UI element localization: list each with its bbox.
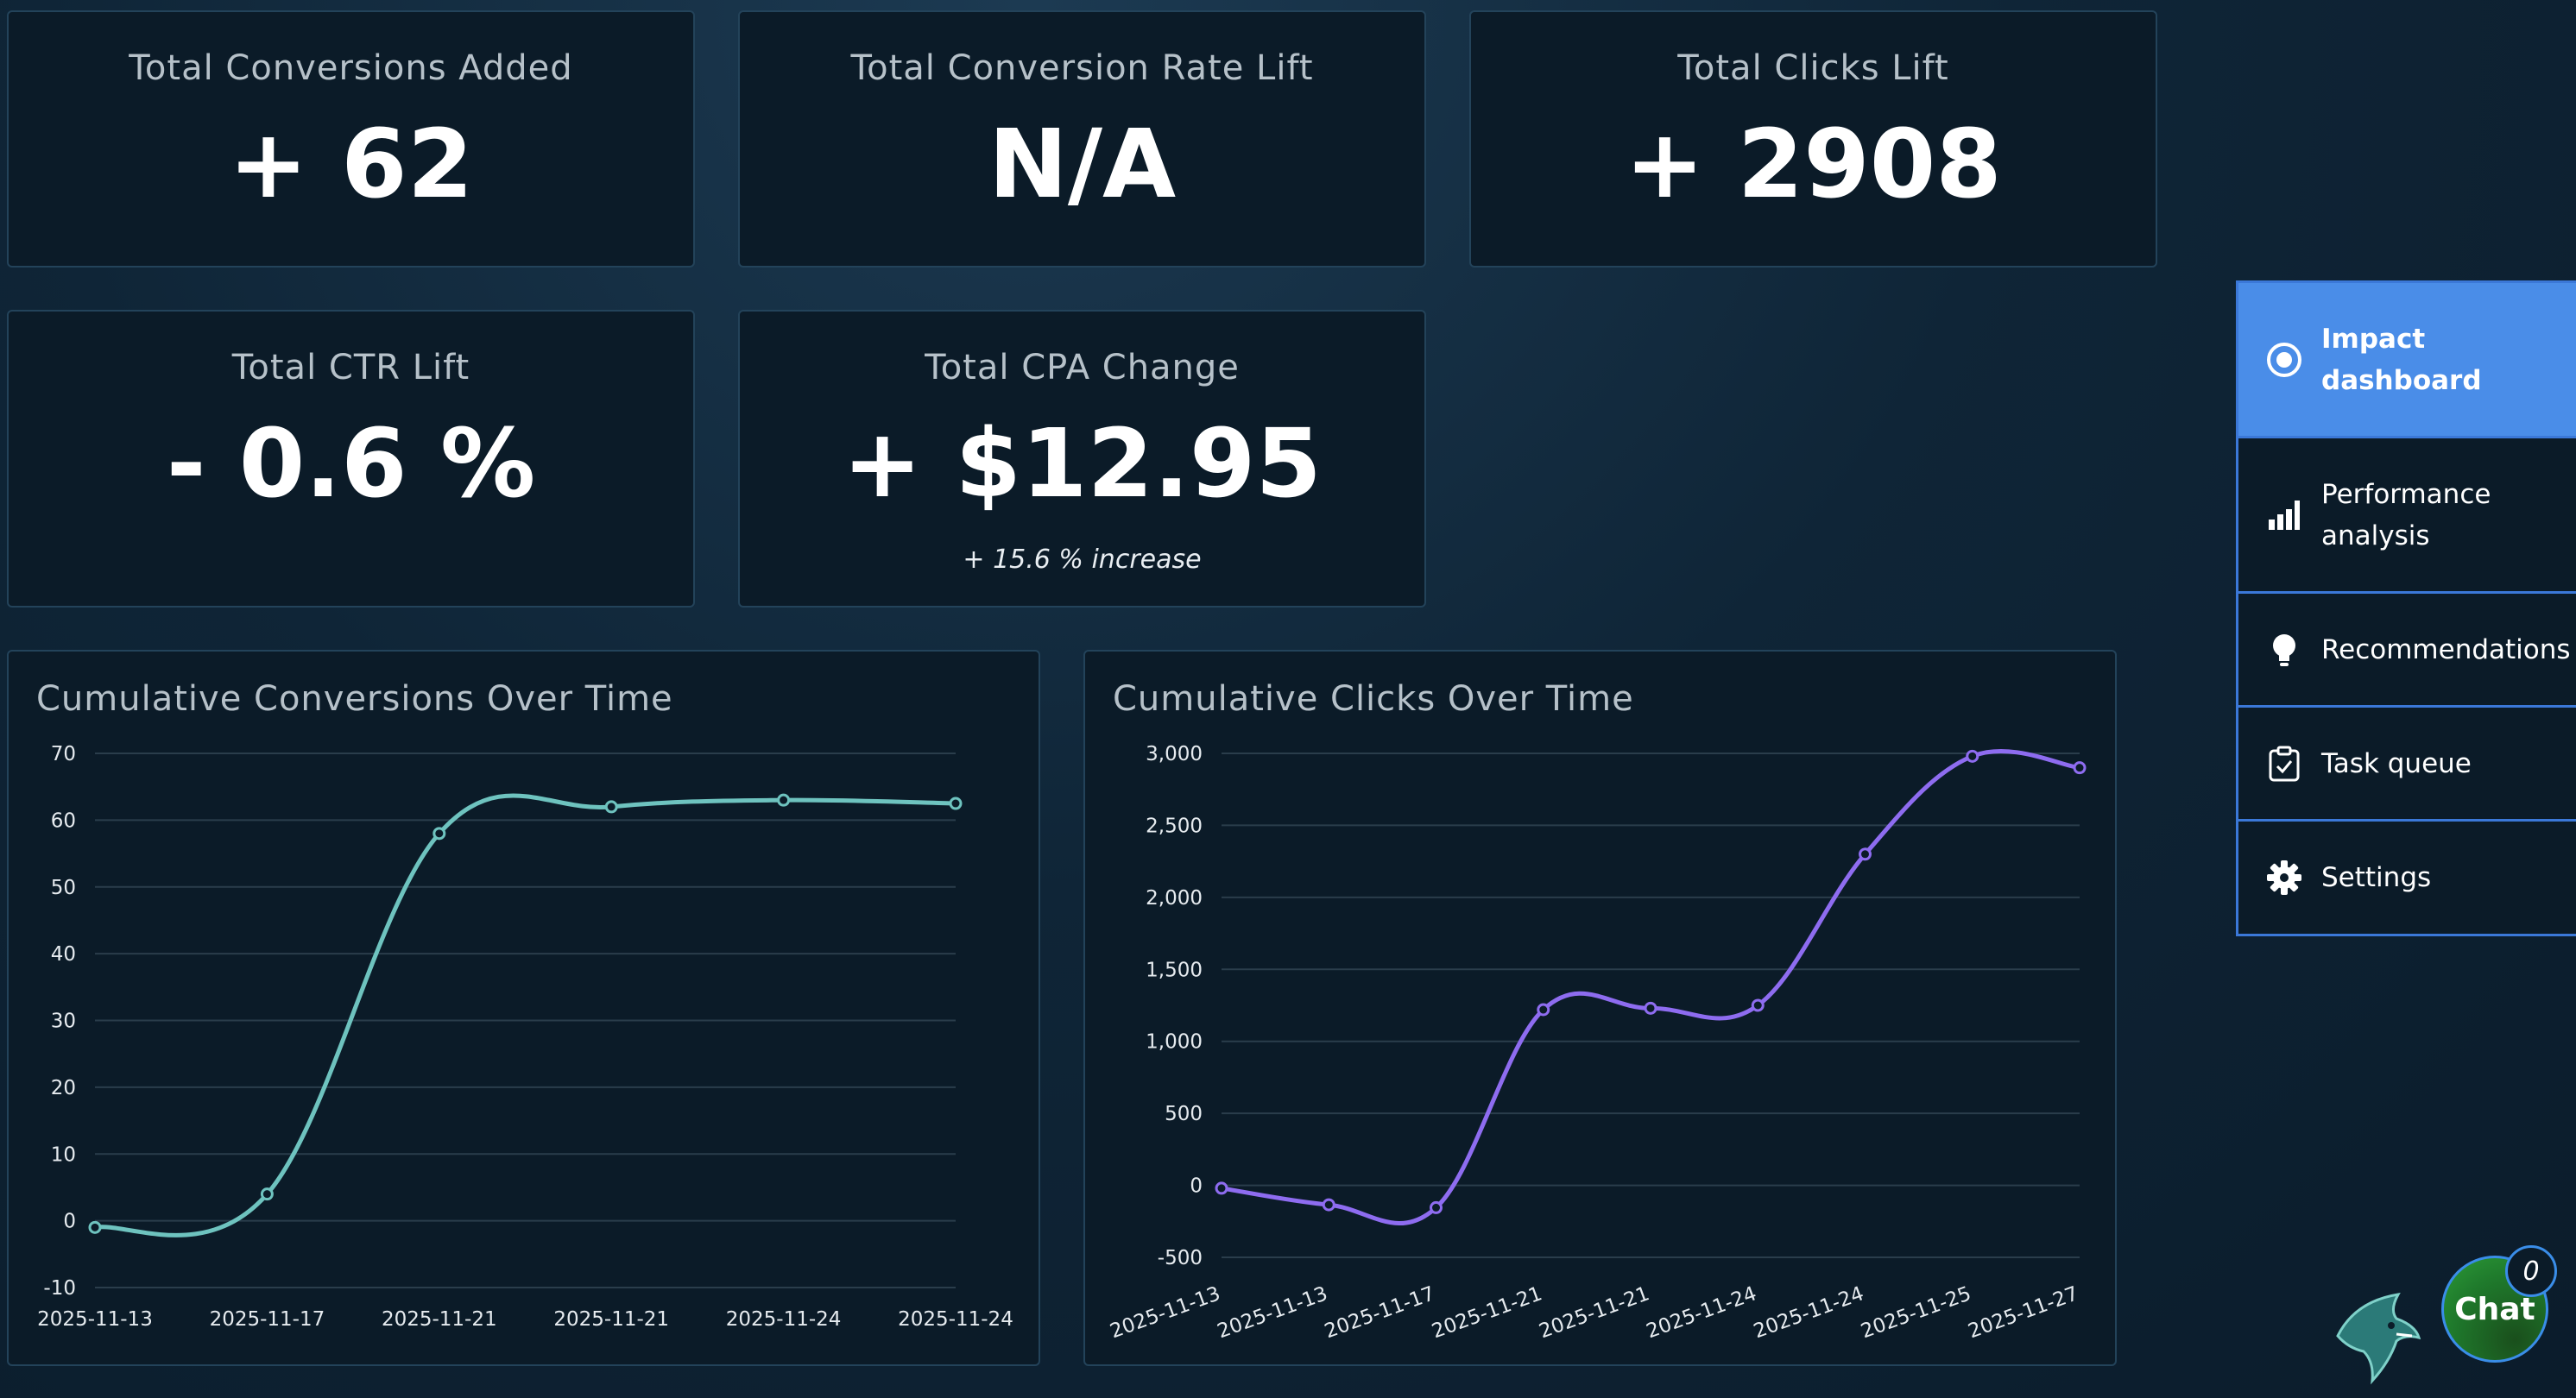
x-tick-label: 2025-11-21 xyxy=(1537,1282,1653,1343)
y-tick-label: 0 xyxy=(63,1211,76,1233)
data-point[interactable] xyxy=(1430,1200,1443,1214)
nav-item-settings[interactable]: Settings xyxy=(2238,822,2576,934)
data-point[interactable] xyxy=(1322,1198,1335,1212)
kpi-value: + 2908 xyxy=(1625,109,2002,219)
x-tick-label: 2025-11-21 xyxy=(1429,1282,1545,1343)
kpi-card-conversions-added: Total Conversions Added + 62 xyxy=(7,10,695,268)
chart-title: Cumulative Clicks Over Time xyxy=(1113,679,1634,719)
y-tick-label: 1,000 xyxy=(1146,1031,1203,1054)
y-tick-label: 1,500 xyxy=(1146,959,1203,981)
data-point[interactable] xyxy=(1537,1003,1550,1017)
y-tick-label: 30 xyxy=(51,1011,76,1033)
x-tick-label: 2025-11-24 xyxy=(1644,1282,1760,1343)
kpi-value: N/A xyxy=(988,109,1177,219)
clicks-chart: -500 0 500 1,000 1,500 2,000 2,500 3,000 2025-11… xyxy=(1108,743,2087,1343)
x-tick-label: 2025-11-21 xyxy=(553,1308,669,1331)
data-point[interactable] xyxy=(88,1220,102,1234)
kpi-label: Total Conversions Added xyxy=(129,48,573,88)
data-point[interactable] xyxy=(949,797,963,810)
y-tick-label: 2,000 xyxy=(1146,887,1203,910)
bar-chart-icon xyxy=(2266,497,2302,533)
y-tick-label: 70 xyxy=(51,743,76,765)
x-tick-label: 2025-11-21 xyxy=(382,1308,497,1331)
kpi-card-ctr-lift: Total CTR Lift - 0.6 % xyxy=(7,310,695,608)
y-tick-label: 40 xyxy=(51,943,76,966)
kpi-label: Total CPA Change xyxy=(925,348,1240,387)
side-nav: Impact dashboard Performance analysis Re… xyxy=(2236,280,2576,936)
y-tick-label: 0 xyxy=(1190,1175,1203,1198)
kpi-card-clicks-lift: Total Clicks Lift + 2908 xyxy=(1469,10,2157,268)
nav-item-label: Settings xyxy=(2321,862,2432,893)
y-tick-label: 10 xyxy=(51,1143,76,1166)
conversions-chart-panel: Cumulative Conversions Over Time -10 0 10 2… xyxy=(7,650,1040,1366)
chart-title: Cumulative Conversions Over Time xyxy=(36,679,673,719)
nav-item-impact-dashboard[interactable]: Impact dashboard xyxy=(2238,283,2576,438)
x-tick-label: 2025-11-13 xyxy=(1215,1282,1331,1343)
kpi-label: Total Conversion Rate Lift xyxy=(850,48,1314,88)
x-tick-label: 2025-11-24 xyxy=(898,1308,1013,1331)
x-tick-label: 2025-11-24 xyxy=(726,1308,842,1331)
x-tick-label: 2025-11-24 xyxy=(1751,1282,1867,1343)
x-tick-label: 2025-11-13 xyxy=(1108,1282,1224,1343)
data-point[interactable] xyxy=(1215,1181,1228,1195)
y-tick-label: -10 xyxy=(43,1277,76,1300)
kpi-value: + 62 xyxy=(228,109,474,219)
nav-item-label: Recommendations xyxy=(2321,633,2571,665)
kpi-value: - 0.6 % xyxy=(166,408,536,519)
nav-item-performance-analysis[interactable]: Performance analysis xyxy=(2238,438,2576,594)
x-tick-label: 2025-11-25 xyxy=(1858,1282,1974,1343)
x-tick-label: 2025-11-17 xyxy=(1322,1282,1438,1343)
x-tick-label: 2025-11-27 xyxy=(1966,1282,2082,1343)
y-tick-label: 50 xyxy=(51,877,76,899)
lightbulb-icon xyxy=(2266,632,2302,668)
data-point[interactable] xyxy=(260,1187,274,1201)
conversions-chart: -10 0 10 20 30 40 50 60 70 2025-11-13 2025-11-17 20… xyxy=(37,743,1013,1331)
y-tick-label: 2,500 xyxy=(1146,815,1203,837)
data-point[interactable] xyxy=(777,793,791,807)
kpi-label: Total Clicks Lift xyxy=(1677,48,1949,88)
series-line xyxy=(1221,748,2080,1225)
clipboard-check-icon xyxy=(2266,746,2302,782)
y-tick-label: 20 xyxy=(51,1077,76,1099)
kpi-subtext: + 15.6 % increase xyxy=(963,545,1202,575)
chat-widget[interactable]: Chat 0 xyxy=(2441,1245,2557,1363)
series-line xyxy=(94,793,957,1237)
data-point[interactable] xyxy=(1966,749,1979,763)
kpi-label: Total CTR Lift xyxy=(231,348,470,387)
data-point[interactable] xyxy=(1751,998,1765,1012)
shark-mascot-icon xyxy=(2336,1293,2421,1385)
nav-item-label: Performance analysis xyxy=(2321,478,2491,551)
kpi-card-conversion-rate-lift: Total Conversion Rate Lift N/A xyxy=(738,10,1426,268)
kpi-card-cpa-change: Total CPA Change + $12.95 + 15.6 % incre… xyxy=(738,310,1426,608)
y-tick-label: 60 xyxy=(51,809,76,832)
kpi-value: + $12.95 xyxy=(843,408,1322,519)
clicks-chart-panel: Cumulative Clicks Over Time -500 0 500 1,00… xyxy=(1083,650,2117,1366)
radio-dot-icon xyxy=(2266,342,2302,378)
chat-unread-badge: 0 xyxy=(2505,1245,2557,1297)
nav-item-recommendations[interactable]: Recommendations xyxy=(2238,594,2576,708)
data-point[interactable] xyxy=(1644,1001,1657,1015)
data-point[interactable] xyxy=(604,800,618,814)
data-point[interactable] xyxy=(1859,847,1872,861)
x-tick-label: 2025-11-13 xyxy=(37,1308,153,1331)
gear-icon xyxy=(2266,860,2302,896)
y-tick-label: 3,000 xyxy=(1146,743,1203,765)
nav-item-label: Impact dashboard xyxy=(2321,323,2482,396)
data-point[interactable] xyxy=(432,827,446,841)
nav-item-task-queue[interactable]: Task queue xyxy=(2238,708,2576,822)
x-tick-label: 2025-11-17 xyxy=(210,1308,325,1331)
y-tick-label: 500 xyxy=(1165,1103,1203,1125)
y-tick-label: -500 xyxy=(1158,1247,1203,1269)
data-point[interactable] xyxy=(2073,761,2087,775)
nav-item-label: Task queue xyxy=(2321,747,2472,779)
